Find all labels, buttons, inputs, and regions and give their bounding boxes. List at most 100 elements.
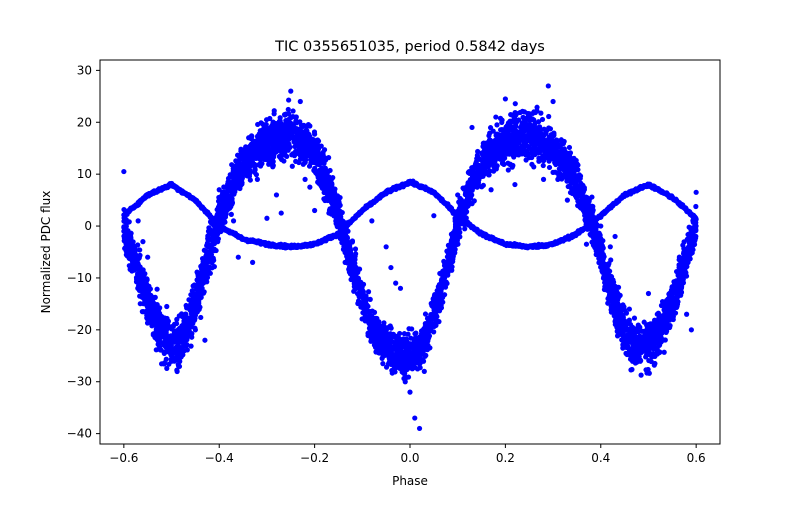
data-point: [183, 302, 189, 309]
data-point: [272, 126, 278, 133]
data-point: [329, 180, 335, 187]
data-point: [558, 150, 564, 156]
data-point: [165, 319, 171, 325]
data-point: [176, 363, 182, 369]
data-point: [225, 179, 231, 185]
data-point: [414, 366, 421, 372]
data-point: [427, 345, 433, 351]
data-point: [465, 186, 471, 192]
data-point: [352, 246, 359, 252]
data-point: [161, 326, 167, 332]
data-point: [514, 119, 520, 125]
data-point: [381, 339, 388, 345]
data-point: [483, 152, 489, 158]
data-point: [324, 191, 330, 197]
data-point: [616, 330, 623, 336]
data-point: [344, 241, 350, 247]
data-point: [337, 202, 343, 209]
data-point: [566, 156, 572, 162]
data-point: [327, 195, 333, 202]
data-point: [419, 345, 425, 351]
data-point: [332, 199, 338, 205]
data-point: [532, 140, 539, 146]
data-point: [314, 161, 321, 167]
data-point: [362, 309, 368, 316]
data-point: [572, 192, 578, 199]
data-point: [530, 134, 536, 140]
data-point: [174, 316, 180, 322]
data-point: [242, 169, 248, 175]
data-point: [173, 320, 180, 327]
data-point: [481, 168, 487, 174]
data-point: [410, 344, 416, 350]
data-point: [647, 329, 654, 335]
data-point: [326, 155, 332, 161]
data-point: [137, 301, 143, 307]
data-point: [492, 158, 498, 165]
data-point: [263, 121, 269, 128]
data-point: [297, 156, 303, 162]
data-point: [134, 262, 140, 268]
data-point: [643, 354, 649, 360]
data-point: [652, 344, 658, 350]
data-point: [201, 247, 207, 253]
data-point: [417, 334, 423, 340]
data-point: [558, 137, 564, 143]
data-point: [522, 140, 528, 146]
data-point: [606, 286, 612, 292]
data-point: [486, 162, 492, 168]
data-point: [125, 251, 131, 258]
data-point: [131, 251, 137, 257]
data-point: [495, 155, 501, 162]
data-point: [401, 331, 407, 337]
data-point: [523, 157, 529, 163]
data-point: [251, 169, 257, 175]
data-point: [674, 268, 680, 275]
data-point: [484, 145, 490, 151]
data-point: [455, 232, 461, 238]
data-point: [615, 296, 621, 303]
data-point: [179, 323, 185, 329]
data-point: [365, 289, 372, 295]
data-point: [641, 328, 647, 334]
data-point: [651, 352, 657, 358]
data-point: [546, 153, 552, 160]
data-point: [154, 286, 160, 292]
data-point: [520, 131, 526, 138]
data-point: [608, 274, 615, 280]
data-point: [612, 285, 618, 292]
data-point: [167, 336, 173, 342]
data-point: [141, 309, 147, 315]
data-point: [320, 174, 327, 180]
data-point: [445, 249, 451, 255]
data-point: [431, 321, 437, 328]
data-point: [221, 209, 227, 216]
data-point: [453, 221, 459, 227]
data-point: [402, 370, 408, 376]
data-point: [685, 259, 691, 266]
data-point: [635, 322, 641, 328]
data-point: [618, 306, 624, 313]
data-point: [448, 259, 454, 265]
data-point: [595, 249, 601, 256]
data-point: [259, 151, 265, 157]
data-point: [597, 232, 603, 238]
data-point: [337, 194, 343, 201]
data-point: [198, 314, 204, 321]
data-point: [214, 212, 220, 218]
data-point: [624, 338, 631, 345]
data-point: [351, 288, 357, 294]
data-point: [280, 134, 286, 141]
data-point: [509, 118, 515, 124]
data-point: [638, 372, 644, 378]
data-point: [209, 265, 215, 271]
data-point: [512, 101, 518, 107]
data-point: [463, 190, 469, 196]
data-point: [631, 315, 638, 321]
data-point: [390, 362, 396, 368]
data-point: [271, 108, 277, 114]
data-point: [426, 323, 432, 329]
